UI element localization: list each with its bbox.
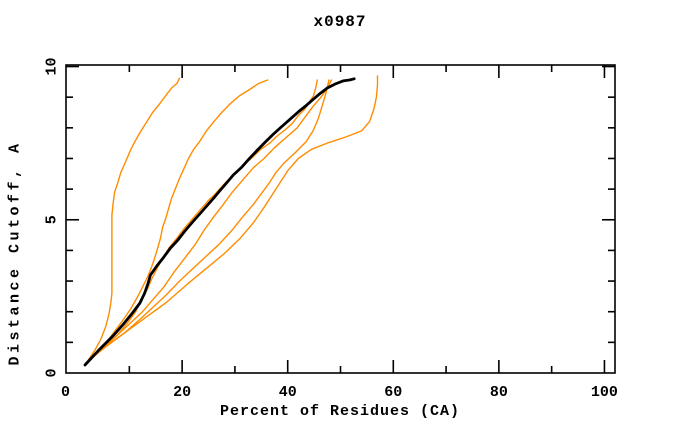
orange-curve-2: [85, 79, 269, 365]
orange-curve-6: [85, 75, 379, 364]
x-axis-label: Percent of Residues (CA): [219, 403, 461, 420]
main-model-curve: [83, 77, 356, 367]
orange-curve-4: [85, 79, 333, 364]
orange-curve-1: [85, 77, 181, 365]
plot-frame: [65, 64, 616, 374]
orange-curve-5: [85, 79, 330, 364]
x-tick-label: 100: [591, 384, 618, 401]
orange-curve-3: [85, 79, 318, 364]
x-tick-label: 20: [173, 384, 191, 401]
y-tick-label: 0: [44, 368, 61, 377]
y-tick-label: 5: [44, 215, 61, 224]
x-tick-label: 0: [61, 384, 70, 401]
y-tick-label: 10: [44, 58, 61, 76]
x-tick-label: 80: [490, 384, 508, 401]
chart-title: x0987: [313, 13, 367, 31]
x-tick-label: 60: [384, 384, 402, 401]
x-tick-label: 40: [279, 384, 297, 401]
